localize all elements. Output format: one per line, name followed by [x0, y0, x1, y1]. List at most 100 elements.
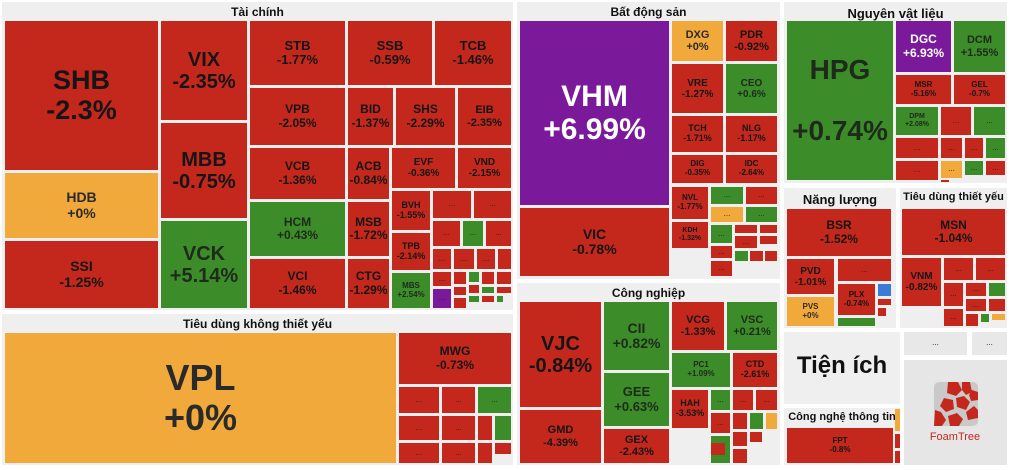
tile-vre[interactable]: VRE -1.27% [672, 64, 723, 113]
tile-vix[interactable]: VIX -2.35% [161, 21, 247, 120]
tile-gmd[interactable]: GMD -4.39% [520, 410, 601, 463]
small-tile[interactable]: ... [735, 236, 757, 248]
small-tile[interactable] [966, 314, 978, 326]
tile-vic[interactable]: VIC -0.78% [520, 208, 669, 276]
small-tile[interactable] [733, 413, 747, 429]
tile-mbs[interactable]: MBS +2.54% [392, 273, 430, 308]
tile-hpg[interactable]: HPG +0.74% [787, 21, 893, 180]
tile-nvl[interactable]: NVL -1.77% [672, 187, 708, 219]
small-tile[interactable] [469, 285, 479, 293]
small-tile[interactable]: ... [711, 207, 743, 222]
tile-dig[interactable]: DIG -0.35% [672, 155, 723, 183]
small-tile[interactable] [497, 287, 511, 293]
small-tile[interactable] [941, 180, 949, 182]
small-tile[interactable] [989, 283, 1005, 296]
small-tile[interactable]: ... [486, 221, 511, 246]
small-tile[interactable]: ... [896, 161, 938, 180]
tile-vcg[interactable]: VCG -1.33% [672, 302, 724, 350]
tile-evf[interactable]: EVF -0.36% [392, 148, 455, 188]
tile-vck[interactable]: VCK +5.14% [161, 221, 247, 308]
tile-fpt[interactable]: FPT -0.8% [787, 428, 893, 463]
small-tile[interactable]: ... [477, 249, 495, 269]
small-tile[interactable]: ... [711, 390, 730, 410]
tile-ssb[interactable]: SSB -0.59% [348, 21, 432, 85]
tile-idc[interactable]: IDC -2.64% [726, 155, 777, 183]
tile-hdb[interactable]: HDB +0% [5, 173, 158, 238]
tile-vhm[interactable]: VHM +6.99% [520, 21, 669, 205]
small-tile[interactable] [482, 296, 494, 302]
small-tile[interactable]: ... [399, 443, 439, 463]
small-tile[interactable]: ... [941, 138, 962, 158]
small-tile[interactable]: ... [399, 387, 439, 413]
tile-shb[interactable]: SHB -2.3% [5, 21, 158, 170]
small-tile[interactable]: ... [433, 289, 451, 308]
small-tile[interactable]: ... [746, 207, 777, 222]
small-tile[interactable] [495, 416, 511, 440]
tile-hcm[interactable]: HCM +0.43% [250, 202, 345, 256]
small-tile[interactable] [454, 298, 466, 308]
tile-msr[interactable]: MSR -5.16% [896, 75, 951, 104]
small-tile[interactable]: ... [433, 191, 471, 218]
small-tile[interactable] [766, 413, 777, 429]
tile-vnm[interactable]: VNM -0.82% [902, 258, 941, 306]
small-tile[interactable] [981, 314, 989, 322]
small-tile[interactable] [498, 249, 511, 269]
tile-acb[interactable]: ACB -0.84% [348, 148, 389, 199]
small-tile[interactable]: ... [972, 332, 1007, 355]
tile-tcb[interactable]: TCB -1.46% [435, 21, 511, 85]
small-tile[interactable] [469, 272, 479, 282]
tile-ctd[interactable]: CTD -2.61% [733, 353, 777, 387]
small-tile[interactable]: ... [711, 246, 732, 258]
small-tile[interactable]: ... [442, 443, 475, 463]
tile-vpb[interactable]: VPB -2.05% [250, 88, 345, 145]
small-tile[interactable] [497, 296, 503, 302]
tile-dcm[interactable]: DCM +1.55% [954, 21, 1005, 72]
small-tile[interactable]: ... [976, 258, 1005, 280]
small-tile[interactable] [478, 416, 492, 440]
tile-gex[interactable]: GEX -2.43% [604, 429, 669, 463]
small-tile[interactable]: ... [941, 161, 962, 178]
small-tile[interactable]: ... [433, 221, 460, 246]
tile-plx[interactable]: PLX -0.74% [838, 284, 875, 315]
small-tile[interactable]: ... [711, 225, 732, 243]
small-tile[interactable] [711, 443, 725, 455]
small-tile[interactable] [895, 409, 900, 431]
tile-bid[interactable]: BID -1.37% [348, 88, 393, 145]
small-tile[interactable]: ... [454, 249, 474, 269]
small-tile[interactable]: ... [944, 283, 963, 306]
small-tile[interactable] [750, 251, 763, 261]
tile-msn[interactable]: MSN -1.04% [902, 209, 1005, 255]
small-tile[interactable] [750, 432, 762, 442]
small-tile[interactable]: ... [442, 416, 475, 440]
small-tile[interactable]: ... [733, 390, 753, 410]
small-tile[interactable]: ... [944, 258, 973, 280]
tile-shs[interactable]: SHS -2.29% [396, 88, 455, 145]
small-tile[interactable] [735, 251, 748, 261]
small-tile[interactable]: ... [433, 272, 451, 286]
small-tile[interactable]: ... [944, 309, 963, 326]
small-tile[interactable]: ... [433, 249, 451, 269]
tile-dgc[interactable]: DGC +6.93% [896, 21, 951, 72]
small-tile[interactable] [895, 434, 900, 448]
small-tile[interactable]: ... [838, 259, 891, 281]
small-tile[interactable]: ... [986, 161, 1005, 175]
small-tile[interactable] [733, 449, 747, 463]
tile-pvs[interactable]: PVS +0% [787, 297, 834, 326]
small-tile[interactable] [878, 299, 891, 305]
small-tile[interactable] [992, 314, 1005, 320]
tile-hah[interactable]: HAH -3.53% [672, 390, 708, 428]
small-tile[interactable] [482, 272, 494, 284]
tile-msb[interactable]: MSB -1.72% [348, 202, 389, 256]
tile-vnd[interactable]: VND -2.15% [458, 148, 511, 188]
tile-eib[interactable]: EIB -2.35% [458, 88, 511, 145]
tile-ssi[interactable]: SSI -1.25% [5, 241, 158, 308]
tile-stb[interactable]: STB -1.77% [250, 21, 345, 85]
small-tile[interactable]: ... [756, 390, 777, 410]
small-tile[interactable]: ... [711, 261, 732, 276]
small-tile[interactable] [497, 272, 511, 284]
tile-mbb[interactable]: MBB -0.75% [161, 123, 247, 218]
small-tile[interactable]: ... [463, 221, 483, 246]
tile-dpm[interactable]: DPM +2.08% [896, 107, 938, 135]
small-tile[interactable]: ... [965, 161, 983, 175]
small-tile[interactable]: ... [966, 299, 986, 311]
